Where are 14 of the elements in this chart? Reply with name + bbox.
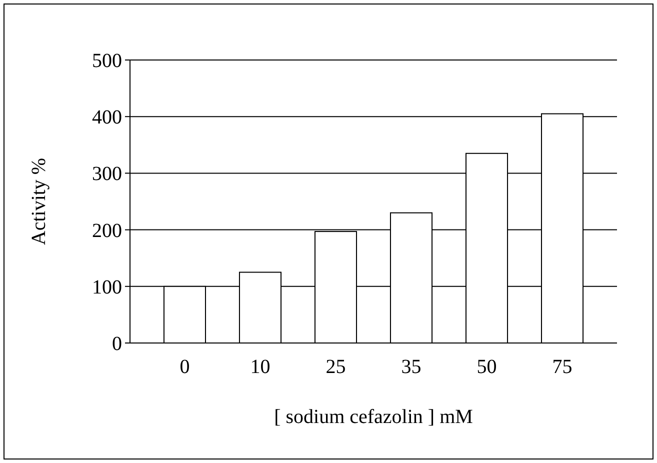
y-tick-label: 200 bbox=[92, 220, 122, 242]
x-axis-title: [ sodium cefazolin ] mM bbox=[274, 406, 474, 428]
x-tick-label: 25 bbox=[326, 356, 346, 378]
x-tick-label: 10 bbox=[250, 356, 270, 378]
x-tick-label: 0 bbox=[180, 356, 190, 378]
y-tick-label: 500 bbox=[92, 50, 122, 72]
x-tick-label: 50 bbox=[476, 356, 497, 378]
x-tick-label: 35 bbox=[401, 356, 422, 378]
y-axis-title: Activity % bbox=[28, 158, 50, 246]
y-tick-label: 0 bbox=[112, 333, 122, 355]
y-tick-label: 300 bbox=[92, 163, 122, 186]
x-tick-label: 75 bbox=[552, 356, 572, 378]
y-tick-label: 100 bbox=[92, 276, 122, 298]
y-tick-label: 400 bbox=[92, 106, 122, 129]
